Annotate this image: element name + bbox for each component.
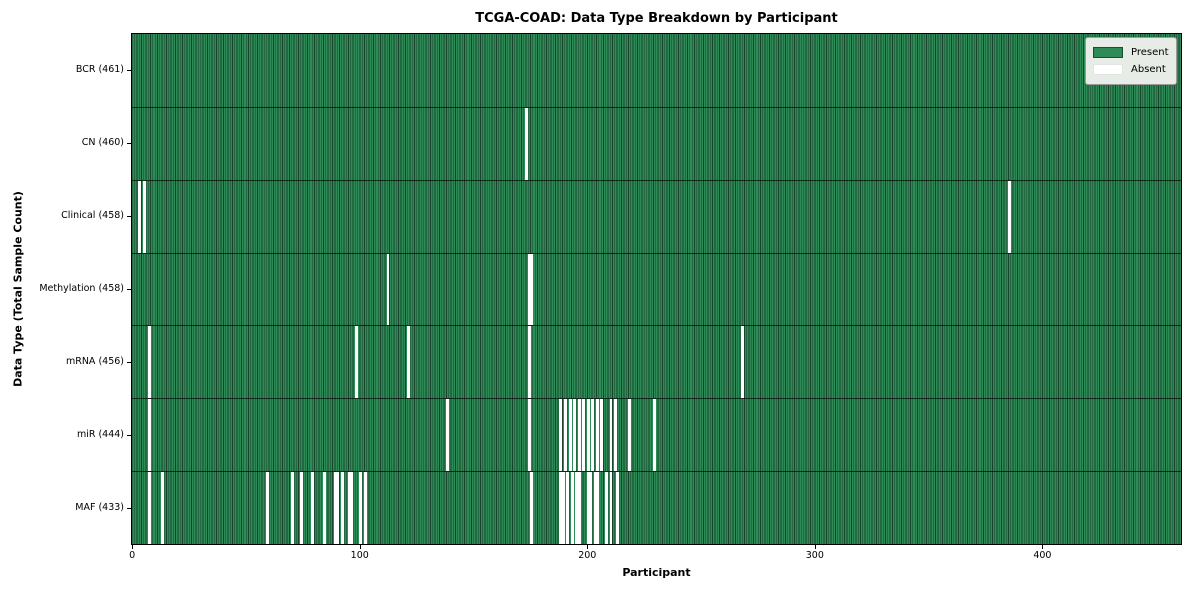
- absent-mark: [363, 472, 367, 544]
- absent-mark: [559, 472, 563, 544]
- absent-mark: [336, 472, 340, 544]
- x-tick-mark: [814, 545, 816, 549]
- absent-mark: [604, 472, 608, 544]
- absent-mark: [527, 326, 531, 399]
- chart-title: TCGA-COAD: Data Type Breakdown by Partic…: [475, 11, 838, 26]
- absent-mark: [591, 399, 595, 472]
- absent-mark: [595, 399, 599, 472]
- absent-mark: [577, 472, 581, 544]
- absent-mark: [573, 399, 577, 472]
- y-tick-label-BCR: BCR (461): [75, 63, 124, 75]
- absent-mark: [138, 180, 142, 253]
- absent-mark: [311, 472, 315, 544]
- absent-mark: [290, 472, 294, 544]
- absent-mark: [386, 253, 390, 326]
- absent-mark: [147, 326, 151, 399]
- data-type-row-BCR: [132, 34, 1181, 107]
- absent-mark: [616, 472, 620, 544]
- absent-mark: [568, 399, 572, 472]
- absent-mark: [161, 472, 165, 544]
- x-tick-label: 400: [1033, 550, 1052, 561]
- absent-mark: [359, 472, 363, 544]
- legend-label: Present: [1131, 47, 1169, 58]
- absent-mark: [406, 326, 410, 399]
- absent-mark: [347, 472, 351, 544]
- y-tick-mark: [127, 215, 131, 217]
- absent-mark: [300, 472, 303, 544]
- absent-mark: [445, 399, 449, 472]
- absent-mark: [570, 472, 574, 544]
- absent-mark: [741, 326, 745, 399]
- absent-mark: [609, 472, 613, 544]
- y-tick-label-Clinical: Clinical (458): [61, 209, 124, 221]
- x-tick-label: 100: [350, 550, 369, 561]
- absent-mark: [147, 472, 151, 544]
- absent-mark: [354, 326, 358, 399]
- data-type-row-MAF: [132, 471, 1181, 544]
- absent-mark: [627, 399, 631, 472]
- y-tick-label-MAF: MAF (433): [75, 502, 124, 514]
- absent-mark: [575, 472, 579, 544]
- legend-swatch-present: [1093, 47, 1123, 58]
- y-tick-mark: [127, 362, 131, 364]
- x-tick-mark: [359, 545, 361, 549]
- x-tick-mark: [587, 545, 589, 549]
- absent-mark: [589, 472, 592, 544]
- x-tick-label: 300: [805, 550, 824, 561]
- absent-mark: [577, 399, 581, 472]
- y-tick-mark: [127, 435, 131, 437]
- absent-mark: [561, 472, 565, 544]
- absent-mark: [147, 399, 151, 472]
- y-tick-label-Methylation: Methylation (458): [39, 283, 124, 294]
- absent-mark: [614, 399, 618, 472]
- absent-mark: [652, 399, 656, 472]
- absent-mark: [1007, 180, 1011, 253]
- x-tick-mark: [1042, 545, 1044, 549]
- absent-mark: [529, 253, 533, 326]
- y-tick-label-miR: miR (444): [76, 429, 124, 441]
- absent-mark: [334, 472, 338, 544]
- legend-swatch-absent: [1093, 64, 1123, 75]
- legend-item-absent: Absent: [1093, 61, 1168, 78]
- data-type-row-Clinical: [132, 179, 1181, 253]
- legend: Present Absent: [1085, 37, 1177, 85]
- absent-mark: [595, 472, 599, 544]
- x-tick-label: 0: [129, 550, 136, 561]
- absent-mark: [143, 180, 146, 253]
- x-tick-label: 200: [578, 550, 597, 561]
- absent-mark: [527, 399, 531, 472]
- absent-mark: [600, 399, 604, 472]
- absent-mark: [527, 253, 531, 326]
- absent-mark: [350, 472, 354, 544]
- y-tick-label-mRNA: mRNA (456): [65, 356, 124, 368]
- data-type-row-miR: [132, 398, 1181, 472]
- absent-mark: [609, 399, 613, 472]
- data-type-row-CN: [132, 106, 1181, 180]
- y-tick-mark: [127, 69, 131, 71]
- absent-mark: [586, 472, 590, 544]
- data-type-row-Methylation: [132, 252, 1181, 326]
- absent-mark: [265, 472, 269, 544]
- absent-mark: [529, 472, 533, 544]
- data-type-row-mRNA: [132, 325, 1181, 399]
- y-tick-label-CN: CN (460): [81, 136, 124, 148]
- plot-area: [131, 33, 1182, 545]
- y-tick-mark: [127, 289, 131, 290]
- absent-mark: [322, 472, 326, 544]
- absent-mark: [593, 472, 597, 544]
- absent-mark: [559, 399, 563, 472]
- absent-mark: [525, 107, 529, 180]
- x-tick-mark: [132, 545, 134, 549]
- y-tick-mark: [127, 508, 131, 510]
- x-axis-label: Participant: [622, 566, 691, 579]
- absent-mark: [566, 472, 570, 544]
- legend-label: Absent: [1131, 64, 1166, 75]
- absent-mark: [563, 399, 567, 472]
- legend-item-present: Present: [1093, 44, 1169, 61]
- absent-mark: [586, 399, 590, 472]
- absent-mark: [582, 399, 586, 472]
- y-tick-mark: [127, 142, 131, 144]
- absent-mark: [340, 472, 344, 544]
